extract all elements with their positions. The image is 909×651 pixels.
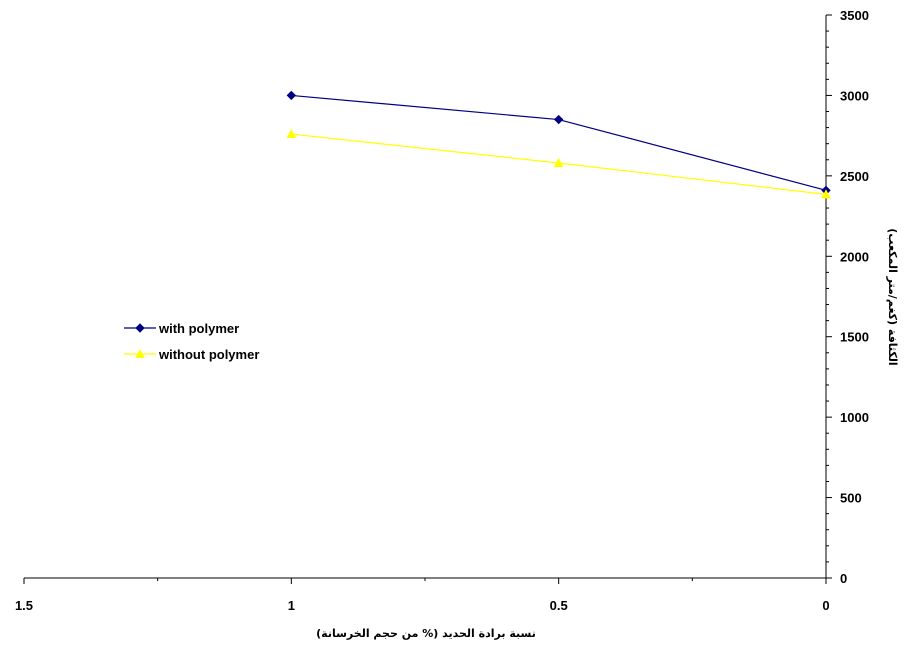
y-axis-title: الكثافة (كغم/متر المكعب) — [886, 228, 899, 365]
legend-marker — [135, 348, 145, 358]
data-point — [286, 128, 297, 139]
x-tick-label: 0 — [822, 598, 829, 613]
x-tick-label: 0.5 — [550, 598, 568, 613]
y-tick-label: 3000 — [840, 88, 869, 103]
data-point — [553, 114, 564, 125]
y-tick-label: 2000 — [840, 249, 869, 264]
x-tick-label: 1 — [288, 598, 295, 613]
legend-label: without polymer — [158, 347, 259, 362]
y-tick-label: 1500 — [840, 330, 869, 345]
series-layer — [286, 90, 831, 199]
legend-item: without polymer — [124, 347, 259, 362]
legend-item: with polymer — [124, 321, 239, 336]
legend: with polymer without polymer — [124, 321, 259, 362]
data-point — [553, 157, 564, 167]
series-with-polymer — [286, 90, 831, 196]
x-axis: 1.5 1 0.5 0 — [15, 577, 830, 613]
series-without-polymer — [286, 128, 831, 199]
data-point — [821, 189, 831, 199]
legend-marker — [135, 323, 145, 333]
y-tick-label: 1000 — [840, 410, 869, 425]
y-tick-label: 0 — [840, 571, 847, 586]
data-point — [286, 90, 297, 101]
x-axis-title: نسبة برادة الحديد (% من حجم الخرسانة) — [316, 627, 536, 640]
y-axis: 0 500 1000 1500 2000 2500 3000 3500 — [825, 8, 869, 586]
y-tick-label: 3500 — [840, 8, 869, 23]
legend-label: with polymer — [158, 321, 239, 336]
y-tick-label: 2500 — [840, 169, 869, 184]
y-tick-label: 500 — [840, 491, 862, 506]
x-tick-label: 1.5 — [15, 598, 33, 613]
